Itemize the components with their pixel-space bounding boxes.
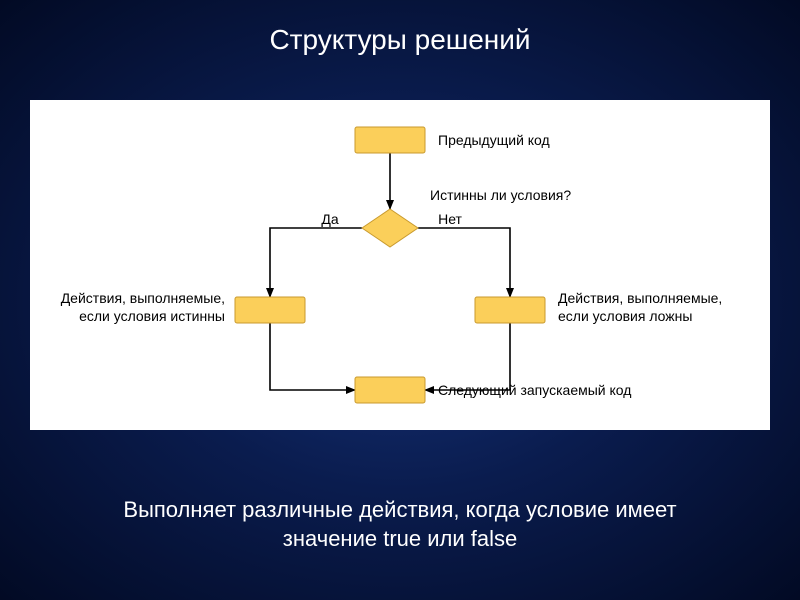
branch-label-yes: Да — [321, 211, 338, 227]
caption-line-2: значение true или false — [283, 526, 518, 551]
flowchart-svg: Да Нет Предыдущий код Истинны ли условия? Де… — [30, 100, 770, 430]
node-act_true — [235, 297, 305, 323]
label-true-1: Действия, выполняемые, — [61, 290, 225, 306]
node-act_false — [475, 297, 545, 323]
node-prev — [355, 127, 425, 153]
caption-line-1: Выполняет различные действия, когда усло… — [123, 497, 676, 522]
edge-act_false-to-next — [425, 323, 510, 390]
flowchart-panel: Да Нет Предыдущий код Истинны ли условия? Де… — [30, 100, 770, 430]
edge-cond-to-act_false — [418, 228, 510, 297]
slide-caption: Выполняет различные действия, когда усло… — [0, 495, 800, 554]
label-false-1: Действия, выполняемые, — [558, 290, 722, 306]
label-true-2: если условия истинны — [79, 308, 225, 324]
label-cond: Истинны ли условия? — [430, 187, 571, 203]
slide-title: Структуры решений — [0, 24, 800, 56]
label-prev: Предыдущий код — [438, 132, 550, 148]
node-cond — [362, 209, 418, 247]
branch-label-no: Нет — [438, 211, 462, 227]
label-false-2: если условия ложны — [558, 308, 692, 324]
edge-act_true-to-next — [270, 323, 355, 390]
node-next — [355, 377, 425, 403]
edge-cond-to-act_true — [270, 228, 362, 297]
slide: Структуры решений Да Нет Предыдущий код Ист… — [0, 0, 800, 600]
label-next: Следующий запускаемый код — [438, 382, 631, 398]
